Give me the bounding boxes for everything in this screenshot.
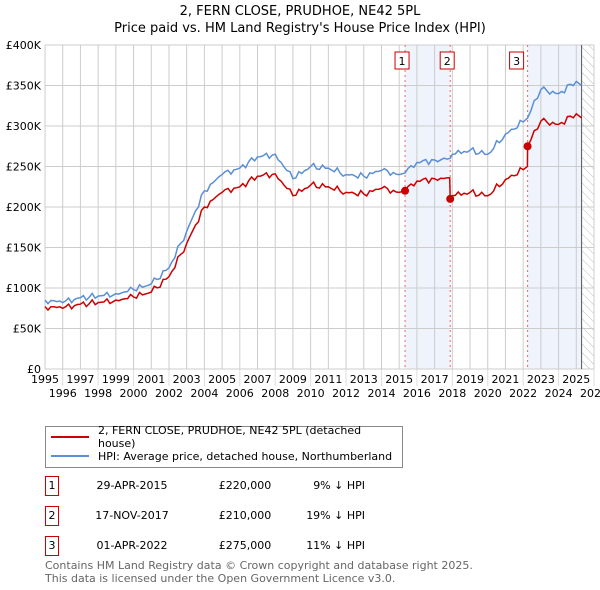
sale-row: 2 17-NOV-2017 £210,000 19% ↓ HPI	[45, 506, 445, 526]
x-tick-label: 2011	[314, 373, 342, 386]
legend-item-property: 2, FERN CLOSE, PRUDHOE, NE42 5PL (detach…	[51, 424, 402, 450]
x-tick-label: 2006	[226, 387, 254, 400]
sale-hpi-diff: 9% ↓ HPI	[313, 479, 365, 492]
y-tick-label: £300K	[6, 120, 42, 133]
x-tick-label: 2013	[350, 373, 378, 386]
y-tick-label: £200K	[6, 201, 42, 214]
sale-date: 17-NOV-2017	[95, 509, 169, 522]
sale-label: 1	[399, 55, 406, 68]
x-tick-label: 2007	[244, 373, 272, 386]
x-tick-label: 2016	[403, 387, 431, 400]
sale-marker-badge: 1	[45, 476, 59, 496]
x-tick-label: 2018	[438, 387, 466, 400]
sale-date: 29-APR-2015	[96, 479, 168, 492]
hpi-line	[44, 80, 583, 305]
sale-label-box	[439, 51, 455, 70]
x-tick-label: 2010	[297, 387, 325, 400]
sale-label-box	[509, 51, 525, 70]
x-tick-label: 2022	[509, 387, 537, 400]
sale-marker-badge: 2	[45, 506, 59, 526]
x-tick-label: 2026	[580, 387, 600, 400]
legend-item-hpi: HPI: Average price, detached house, Nort…	[51, 448, 392, 464]
x-tick-label: 1996	[49, 387, 77, 400]
x-tick-label: 1998	[84, 387, 112, 400]
x-tick-label: 2004	[190, 387, 218, 400]
footer-licence: This data is licensed under the Open Gov…	[45, 572, 396, 585]
x-tick-label: 2005	[208, 373, 236, 386]
sale-row: 3 01-APR-2022 £275,000 11% ↓ HPI	[45, 536, 445, 556]
legend-label: 2, FERN CLOSE, PRUDHOE, NE42 5PL (detach…	[97, 424, 362, 450]
sale-point	[523, 142, 532, 151]
y-tick-label: £150K	[6, 242, 42, 255]
footer-copyright: Contains HM Land Registry data © Crown c…	[45, 559, 473, 572]
footer: Contains HM Land Registry data © Crown c…	[45, 559, 473, 585]
sale-label: 2	[444, 55, 451, 68]
x-tick-label: 1997	[66, 373, 94, 386]
price-chart: 1995199619971998199920002001200220032004…	[6, 39, 600, 400]
legend-swatch-red	[51, 436, 89, 438]
y-tick-label: £400K	[6, 39, 42, 52]
sale-hpi-diff: 19% ↓ HPI	[306, 509, 365, 522]
sale-price: £275,000	[218, 539, 272, 552]
sale-marker-badge: 3	[45, 536, 59, 556]
sale-point	[446, 194, 455, 203]
x-tick-label: 1995	[31, 373, 59, 386]
x-tick-label: 1999	[102, 373, 130, 386]
x-tick-label: 2014	[367, 387, 395, 400]
y-tick-label: £50K	[13, 323, 42, 336]
sale-label: 3	[513, 55, 520, 68]
x-tick-label: 2020	[474, 387, 502, 400]
y-tick-label: £250K	[6, 161, 42, 174]
sale-row: 1 29-APR-2015 £220,000 9% ↓ HPI	[45, 476, 445, 496]
sale-label-box	[394, 51, 410, 70]
y-tick-label: £350K	[6, 80, 42, 93]
sale-price: £220,000	[218, 479, 272, 492]
x-tick-label: 2009	[279, 373, 307, 386]
x-tick-label: 2001	[137, 373, 165, 386]
x-tick-label: 2012	[332, 387, 360, 400]
x-tick-label: 2002	[155, 387, 183, 400]
x-tick-label: 2023	[527, 373, 555, 386]
x-tick-label: 2008	[261, 387, 289, 400]
y-tick-label: £0	[27, 363, 41, 376]
legend-swatch-blue	[51, 455, 89, 457]
x-tick-label: 2015	[385, 373, 413, 386]
x-tick-label: 2024	[545, 387, 573, 400]
property-price-line	[44, 112, 583, 312]
sale-price: £210,000	[218, 509, 272, 522]
chart-title: 2, FERN CLOSE, PRUDHOE, NE42 5PL	[179, 4, 421, 19]
y-tick-label: £100K	[6, 282, 42, 295]
x-tick-label: 2019	[456, 373, 484, 386]
chart-subtitle: Price paid vs. HM Land Registry's House …	[114, 21, 486, 36]
legend: 2, FERN CLOSE, PRUDHOE, NE42 5PL (detach…	[45, 424, 403, 468]
x-tick-label: 2000	[120, 387, 148, 400]
x-tick-label: 2017	[421, 373, 449, 386]
x-tick-label: 2025	[562, 373, 590, 386]
sale-point	[401, 186, 410, 195]
x-tick-label: 2021	[491, 373, 519, 386]
legend-label: HPI: Average price, detached house, Nort…	[98, 449, 393, 463]
x-tick-label: 2003	[173, 373, 201, 386]
sale-hpi-diff: 11% ↓ HPI	[306, 539, 365, 552]
sale-date: 01-APR-2022	[96, 539, 168, 552]
